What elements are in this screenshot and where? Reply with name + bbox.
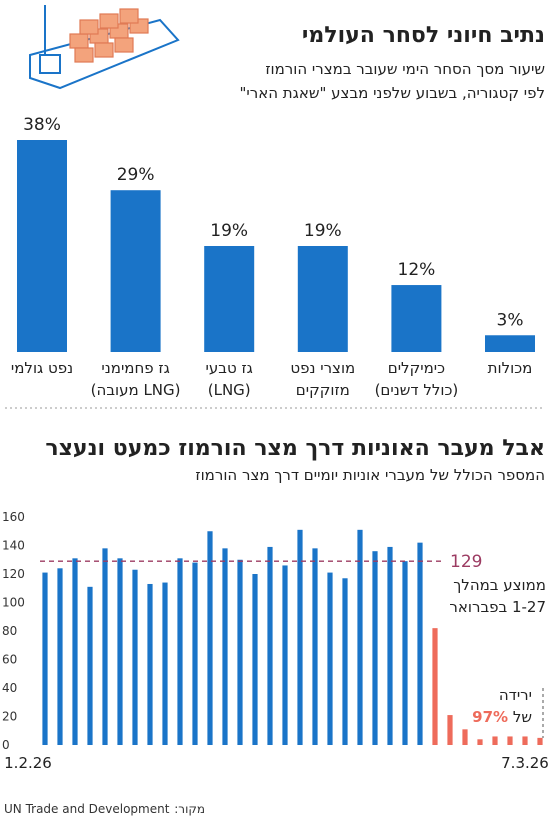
- category-label: מכולות: [488, 359, 533, 377]
- bar: [391, 285, 442, 352]
- x-tick-label: 7.3.26: [501, 754, 549, 772]
- value-label: 3%: [497, 310, 524, 330]
- bar: [282, 565, 288, 745]
- bar: [372, 551, 378, 745]
- category-label: נפט גולמי: [11, 359, 73, 377]
- y-tick-label: 60: [2, 653, 17, 667]
- y-tick-label: 0: [2, 738, 10, 752]
- bar: [357, 529, 363, 745]
- bar: [297, 246, 348, 352]
- subtitle: המספר הכולל של מעברי אוניות יומיים דרך מ…: [195, 466, 545, 484]
- bar: [17, 140, 67, 352]
- x-tick-label: 1.2.26: [4, 754, 52, 772]
- source-label: מקור:: [174, 802, 205, 816]
- y-tick-label: 120: [2, 567, 25, 581]
- chart-title: אבל מעבר האוניות דרך מצר הורמוז כמעט ונע…: [45, 436, 545, 461]
- charts: נתיב חיוני לסחר העולמי שיעור מסך הסחר הימ…: [2, 23, 549, 816]
- category-label: (LNG מעובה): [91, 381, 181, 399]
- bar: [312, 548, 318, 745]
- bar: [417, 542, 423, 745]
- y-tick-label: 100: [2, 596, 25, 610]
- bar: [327, 572, 333, 745]
- category-label: (LNG): [208, 381, 251, 399]
- bar: [177, 558, 183, 745]
- y-tick-label: 140: [2, 539, 25, 553]
- reference-value: 129: [450, 552, 482, 572]
- subtitle: שיעור מסך הסחר הימי שעובר במצרי הורמוז: [265, 60, 545, 78]
- category-label: גז פחמימני: [101, 359, 169, 377]
- subtitle: לפי קטגוריה, בשבוע שלפני מבצע "שאגת הארי…: [239, 84, 545, 102]
- category-label: (כולל דשנים): [375, 381, 459, 399]
- bar: [147, 583, 153, 745]
- value-label: 19%: [210, 221, 248, 241]
- category-label: גז טבעי: [206, 359, 253, 377]
- drop-note-word: של: [513, 708, 532, 726]
- y-tick-label: 80: [2, 624, 17, 638]
- value-label: 12%: [398, 260, 436, 280]
- ship-icon: [29, 5, 180, 90]
- bar: [237, 559, 243, 745]
- bar: [72, 558, 78, 745]
- bar: [447, 715, 453, 745]
- bar: [267, 546, 273, 745]
- bar: [252, 574, 258, 745]
- bar: [297, 529, 303, 745]
- bar: [402, 561, 408, 745]
- bar: [204, 246, 255, 352]
- drop-note: של 97%: [472, 708, 532, 726]
- bar: [477, 739, 483, 745]
- source: UN Trade and Development: [4, 802, 170, 816]
- y-tick-label: 40: [2, 681, 17, 695]
- bar: [207, 531, 213, 745]
- bar: [485, 335, 535, 352]
- bar: [132, 569, 138, 745]
- drop-note: ירידה: [499, 686, 532, 704]
- value-label: 38%: [23, 115, 61, 135]
- bar: [162, 582, 168, 745]
- y-tick-label: 20: [2, 710, 17, 724]
- bar: [432, 628, 438, 745]
- bar: [492, 736, 498, 745]
- bar: [87, 586, 93, 745]
- bar: [102, 548, 108, 745]
- value-label: 19%: [304, 221, 342, 241]
- category-label: מזוקקים: [296, 381, 350, 399]
- bar: [42, 572, 48, 745]
- reference-note: ממוצע במהלך: [453, 576, 546, 594]
- bar: [192, 562, 198, 745]
- drop-percent: 97%: [472, 708, 508, 726]
- value-label: 29%: [117, 165, 155, 185]
- bar: [117, 558, 123, 745]
- bar: [507, 736, 513, 745]
- bar: [342, 578, 348, 745]
- reference-note: 1-27 בפברואר: [449, 598, 546, 616]
- bar: [537, 737, 543, 745]
- chart-title: נתיב חיוני לסחר העולמי: [302, 23, 545, 48]
- bar: [222, 548, 228, 745]
- bar: [387, 546, 393, 745]
- bar: [462, 729, 468, 745]
- category-label: כימיקלים: [388, 359, 445, 377]
- y-tick-label: 160: [2, 510, 25, 524]
- category-label: מוצרי נפט: [290, 359, 355, 377]
- bar: [57, 568, 63, 745]
- bar: [110, 190, 161, 352]
- bar: [522, 736, 528, 745]
